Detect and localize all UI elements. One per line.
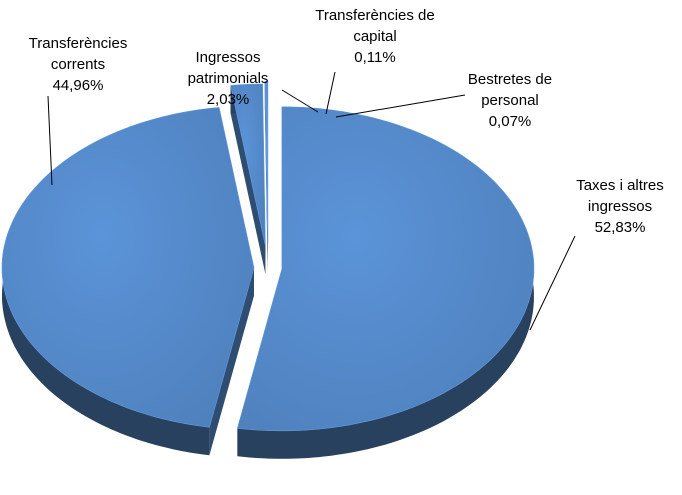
- label-line: Bestretes de: [468, 71, 552, 88]
- label-line: Ingressos: [195, 49, 260, 66]
- slice-cut: [209, 267, 254, 456]
- value-label: 52,83%: [595, 219, 646, 236]
- value-label: 44,96%: [53, 77, 104, 94]
- category-label: Ingressos patrimonials: [188, 49, 269, 87]
- slice: [237, 106, 535, 432]
- value-label: 2,03%: [207, 91, 250, 108]
- category-label: Transferències corrents: [29, 35, 128, 73]
- label-line: Taxes i altres: [576, 177, 664, 194]
- label-line: capital: [353, 28, 396, 45]
- category-label: Taxes i altres ingressos: [576, 177, 664, 215]
- slice: [1, 107, 255, 428]
- leader-line: [281, 89, 319, 113]
- label-line: Transferències de: [315, 7, 435, 24]
- leader-line: [325, 71, 336, 115]
- leader-line: [47, 95, 53, 186]
- label-line: ingressos: [588, 198, 652, 215]
- label-line: corrents: [51, 56, 105, 73]
- category-label: Transferències de capital: [315, 7, 435, 45]
- label-line: Transferències: [29, 35, 128, 52]
- slice-cut: [230, 85, 266, 274]
- leader-line: [529, 235, 576, 331]
- slice: [266, 81, 269, 244]
- slice: [230, 83, 266, 247]
- value-label: 0,07%: [489, 113, 532, 130]
- label-line: personal: [481, 92, 539, 109]
- category-label: Bestretes de personal: [468, 71, 552, 109]
- value-label: 0,11%: [354, 49, 395, 66]
- leader-line: [335, 94, 466, 118]
- label-line: patrimonials: [188, 70, 269, 87]
